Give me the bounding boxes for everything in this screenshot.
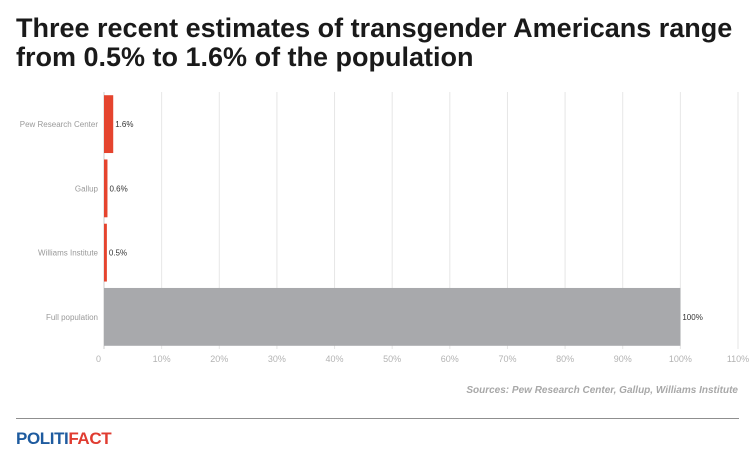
x-tick-label: 0 (96, 354, 101, 364)
x-tick-label: 30% (268, 354, 286, 364)
politifact-logo: POLITIFACT (16, 429, 112, 449)
category-label: Full population (46, 313, 98, 322)
logo-part-2: FACT (68, 429, 112, 448)
data-label: 1.6% (115, 120, 133, 129)
labels: 0 10% 20% 30% 40% 50% 60% 70% 80% 90% 100% 110% Pew … (20, 120, 749, 364)
x-tick-label: 60% (441, 354, 459, 364)
bar-chart: 0 10% 20% 30% 40% 50% 60% 70% 80% 90% 100% 110% Pew … (20, 92, 749, 364)
x-tick-label: 100% (669, 354, 692, 364)
category-label: Pew Research Center (20, 120, 99, 129)
bar (104, 287, 681, 346)
data-label: 0.6% (109, 184, 127, 193)
category-label: Williams Institute (38, 249, 99, 258)
category-label: Gallup (75, 184, 99, 193)
footer-divider (16, 418, 739, 419)
chart-title: Three recent estimates of transgender Am… (16, 13, 733, 72)
x-tick-label: 40% (326, 354, 344, 364)
logo-part-1: POLITI (16, 429, 69, 448)
x-tick-label: 70% (498, 354, 516, 364)
source-note: Sources: Pew Research Center, Gallup, Wi… (466, 385, 738, 396)
x-tick-label: 110% (727, 354, 749, 364)
x-tick-label: 80% (556, 354, 574, 364)
bars (104, 95, 681, 346)
data-label: 0.5% (109, 249, 127, 258)
bar (104, 223, 107, 282)
bar (104, 159, 108, 218)
x-tick-label: 90% (614, 354, 632, 364)
data-label: 100% (682, 313, 702, 322)
bar (104, 95, 114, 154)
x-tick-label: 50% (383, 354, 401, 364)
x-tick-label: 10% (153, 354, 171, 364)
x-tick-label: 20% (210, 354, 228, 364)
